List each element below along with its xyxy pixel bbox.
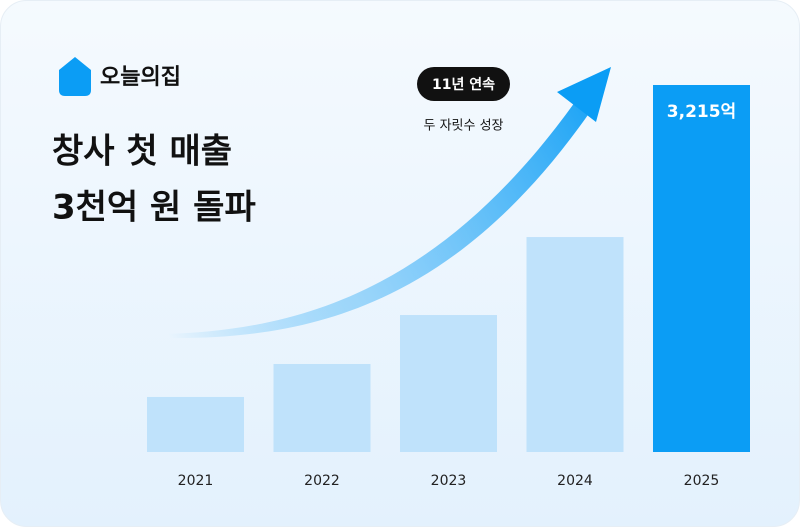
x-tick-label: 2023 bbox=[431, 473, 467, 489]
logo-icon bbox=[59, 57, 91, 96]
bar bbox=[526, 237, 624, 452]
growth-arrow bbox=[165, 102, 590, 339]
annotation: 두 자릿수 성장 bbox=[423, 119, 503, 134]
badge-text: 11년 연속 bbox=[432, 77, 495, 93]
bar bbox=[653, 85, 750, 452]
x-tick-label: 2022 bbox=[304, 473, 340, 489]
badge bbox=[417, 67, 510, 101]
value-label: 3,215억 bbox=[667, 102, 736, 122]
title-line: 창사 첫 매출 bbox=[52, 132, 232, 172]
title-line: 3천억 원 돌파 bbox=[52, 188, 256, 228]
x-tick-label: 2025 bbox=[684, 473, 720, 489]
arrow-head bbox=[557, 67, 611, 122]
bar bbox=[147, 396, 244, 452]
x-tick-label: 2021 bbox=[178, 473, 214, 489]
bar bbox=[273, 363, 371, 452]
bar bbox=[400, 315, 497, 452]
brand: 오늘의집 bbox=[100, 65, 181, 90]
x-tick-label: 2024 bbox=[557, 473, 593, 489]
